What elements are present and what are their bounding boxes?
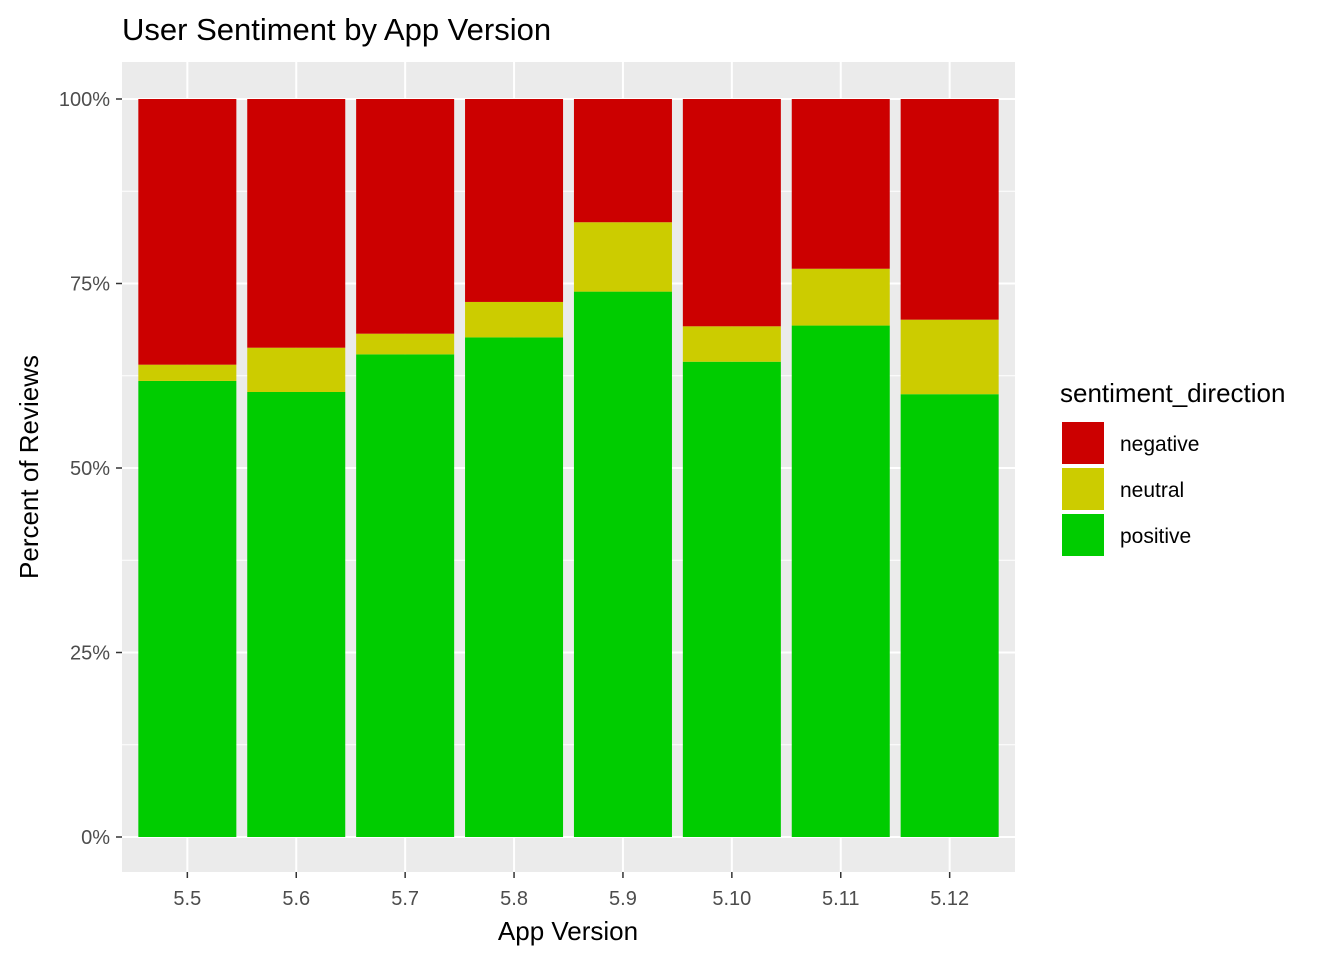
y-tick-label: 0% <box>81 827 110 849</box>
bar-negative-5.8 <box>465 99 564 302</box>
bar-negative-5.7 <box>356 99 455 334</box>
y-tick-label: 100% <box>59 89 110 111</box>
bar-positive-5.8 <box>465 337 564 837</box>
bar-neutral-5.6 <box>247 347 346 392</box>
bar-negative-5.10 <box>682 99 781 327</box>
legend-swatch-neutral <box>1062 468 1104 510</box>
legend-label-positive: positive <box>1120 525 1191 548</box>
x-tick-label: 5.9 <box>609 888 637 910</box>
x-tick-label: 5.8 <box>500 888 528 910</box>
bar-negative-5.11 <box>791 99 890 269</box>
bar-positive-5.6 <box>247 391 346 837</box>
x-axis-title: App Version <box>498 916 638 946</box>
x-tick-label: 5.12 <box>930 888 969 910</box>
x-axis: 5.5 5.6 5.7 5.8 5.9 5.10 5.11 5.12 <box>173 872 969 910</box>
x-tick-label: 5.6 <box>282 888 310 910</box>
bars <box>138 99 999 837</box>
y-tick-label: 25% <box>70 643 110 665</box>
bar-positive-5.5 <box>138 380 237 837</box>
bar-negative-5.5 <box>138 99 237 365</box>
bar-negative-5.12 <box>900 99 999 320</box>
bar-positive-5.9 <box>573 291 672 837</box>
legend-swatch-positive <box>1062 514 1104 556</box>
bar-neutral-5.5 <box>138 364 237 381</box>
y-tick-label: 50% <box>70 458 110 480</box>
bar-neutral-5.7 <box>356 333 455 355</box>
bar-neutral-5.11 <box>791 268 890 326</box>
chart-title: User Sentiment by App Version <box>122 12 551 47</box>
bar-positive-5.10 <box>682 361 781 837</box>
x-tick-label: 5.10 <box>712 888 751 910</box>
bar-neutral-5.8 <box>465 301 564 338</box>
bar-negative-5.9 <box>573 99 672 223</box>
bar-negative-5.6 <box>247 99 346 348</box>
legend-label-neutral: neutral <box>1120 479 1184 502</box>
x-tick-label: 5.7 <box>391 888 419 910</box>
legend-title: sentiment_direction <box>1060 378 1285 408</box>
y-tick-label: 75% <box>70 274 110 296</box>
bar-positive-5.11 <box>791 325 890 837</box>
legend-swatch-negative <box>1062 422 1104 464</box>
legend-label-negative: negative <box>1120 433 1199 456</box>
legend: sentiment_direction negative neutral posit… <box>1060 378 1285 556</box>
bar-positive-5.7 <box>356 354 455 837</box>
x-tick-label: 5.11 <box>822 888 859 910</box>
bar-neutral-5.9 <box>573 222 672 292</box>
y-axis-title: Percent of Reviews <box>14 355 44 579</box>
x-tick-label: 5.5 <box>173 888 201 910</box>
bar-neutral-5.10 <box>682 326 781 362</box>
y-axis: 0% 25% 50% 75% 100% <box>59 89 122 849</box>
bar-positive-5.12 <box>900 394 999 837</box>
bar-neutral-5.12 <box>900 319 999 395</box>
